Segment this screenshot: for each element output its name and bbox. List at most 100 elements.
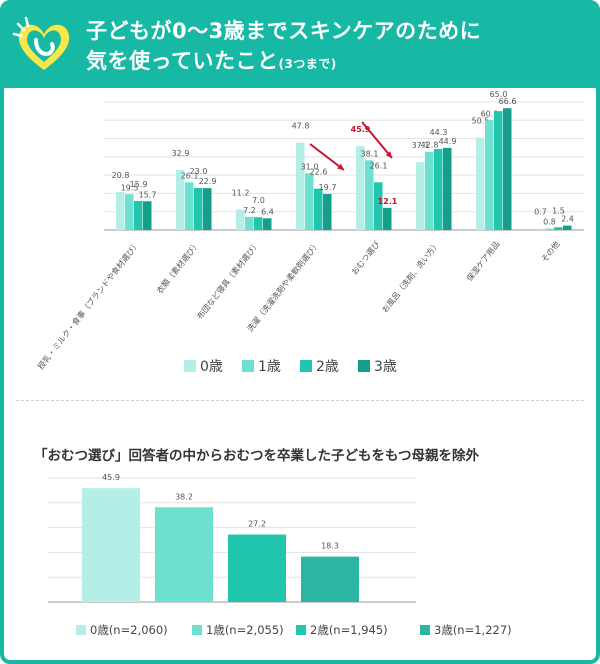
- bar: [365, 160, 374, 230]
- bar: [185, 182, 194, 230]
- diaper-bar-chart: 45.9 38.2 27.2 18.3 0歳(n=2,060) 1歳(n=2,055) 2歳…: [48, 473, 512, 637]
- category-label: お風呂（洗剤、洗い方）: [380, 239, 442, 315]
- bar: [374, 182, 383, 230]
- legend-swatch: [358, 360, 370, 372]
- legend-swatch: [296, 625, 306, 635]
- heart-logo-icon: [12, 16, 70, 70]
- bar: [494, 111, 503, 230]
- data-label: 18.3: [321, 542, 339, 551]
- bar: [263, 218, 272, 230]
- page-title: 子どもが0〜3歳までスキンケアのために 気を使っていたこと(3つまで): [86, 16, 481, 79]
- data-label: 66.6: [499, 97, 517, 106]
- bar: [296, 142, 305, 230]
- emphasis-arrowhead: [385, 151, 392, 158]
- legend-label: 0歳(n=2,060): [90, 623, 168, 637]
- bar: [425, 151, 434, 230]
- data-label: 19.7: [319, 183, 337, 192]
- category-label: 衣類（素材選び）: [154, 239, 201, 296]
- data-label: 38.1: [361, 149, 379, 158]
- bar: [176, 169, 185, 230]
- emphasis-arrow: [361, 121, 393, 159]
- data-label: 22.9: [199, 177, 217, 186]
- bar: [245, 216, 254, 230]
- bar: [143, 201, 152, 230]
- data-label: 37.1: [412, 141, 430, 150]
- bar: [356, 146, 365, 230]
- legend-swatch: [300, 360, 312, 372]
- legend-label: 0歳: [200, 359, 223, 375]
- bar: [323, 193, 332, 230]
- bar: [314, 188, 323, 230]
- category-label: 保湿ケア用品: [464, 239, 501, 283]
- emphasis-arrowhead: [337, 163, 344, 170]
- data-label: 44.3: [430, 128, 448, 137]
- data-label: 11.2: [232, 189, 250, 198]
- bar: [254, 217, 263, 230]
- main-bar-chart: 20.8 19.515.915.7 授乳・ミルク・食事（ブランドや食材選び） 32.9…: [35, 90, 584, 375]
- title-note: (3つまで): [278, 57, 337, 71]
- bar: [443, 147, 452, 230]
- bar: [476, 137, 485, 230]
- data-label: 26.1: [370, 161, 388, 170]
- emphasis-arrow: [309, 143, 345, 171]
- data-label: 42.8: [421, 141, 439, 150]
- bar: [236, 209, 245, 230]
- data-label: 23.0: [190, 167, 208, 176]
- data-label: 65.0: [490, 90, 508, 99]
- data-label: 6.4: [261, 207, 274, 216]
- section-divider: [16, 400, 584, 401]
- data-label: 0.7: [534, 208, 547, 217]
- title-line-2-text: 気を使っていたこと: [86, 49, 279, 73]
- data-label: 31.0: [301, 162, 319, 171]
- data-label: 45.9: [351, 125, 371, 134]
- data-label: 15.9: [130, 180, 148, 189]
- title-line-1: 子どもが0〜3歳までスキンケアのために: [86, 19, 482, 43]
- data-label: 44.9: [439, 137, 457, 146]
- category-label: おむつ選び: [349, 239, 382, 277]
- legend-swatch: [192, 625, 202, 635]
- legend-label: 1歳(n=2,055): [206, 623, 284, 637]
- bar: [536, 228, 545, 230]
- legend-label: 3歳: [374, 359, 397, 375]
- bar: [503, 108, 512, 230]
- bar: [554, 227, 563, 230]
- title-line-2: 気を使っていたこと(3つまで): [86, 46, 481, 79]
- data-label: 7.0: [252, 196, 265, 205]
- legend-swatch: [420, 625, 430, 635]
- bar: [383, 207, 392, 230]
- bar: [434, 148, 443, 230]
- data-label: 38.2: [175, 492, 193, 501]
- data-label: 1.5: [552, 206, 565, 215]
- bar: [485, 120, 494, 230]
- bar: [82, 488, 140, 602]
- bar: [125, 194, 134, 230]
- chart2-title: 「おむつ選び」回答者の中からおむつを卒業した子どもをもつ母親を除外: [34, 448, 479, 464]
- data-label: 47.8: [292, 122, 310, 131]
- data-label: 22.6: [310, 168, 328, 177]
- data-label: 19.5: [121, 183, 139, 192]
- data-label: 12.1: [378, 197, 398, 206]
- legend-swatch: [242, 360, 254, 372]
- data-label: 2.4: [561, 215, 574, 224]
- legend-swatch: [76, 625, 86, 635]
- data-label: 60.0: [481, 109, 499, 118]
- data-label: 45.9: [102, 473, 120, 482]
- bar: [228, 534, 286, 602]
- bar: [155, 507, 213, 602]
- legend-label: 2歳(n=1,945): [310, 623, 388, 637]
- data-label: 15.7: [139, 190, 157, 199]
- bar: [563, 225, 572, 230]
- bar: [194, 187, 203, 230]
- data-label: 26.1: [181, 171, 199, 180]
- bar: [305, 173, 314, 230]
- bar: [203, 188, 212, 230]
- bar: [134, 200, 143, 230]
- category-label: 洗濯（洗濯洗剤や柔軟剤選び）: [245, 239, 322, 333]
- category-label: 布団など寝具（素材選び）: [195, 239, 262, 321]
- legend-label: 2歳: [316, 359, 339, 375]
- category-label: その他: [539, 239, 562, 264]
- legend-swatch: [184, 360, 196, 372]
- bar: [545, 228, 554, 230]
- bar: [116, 191, 125, 230]
